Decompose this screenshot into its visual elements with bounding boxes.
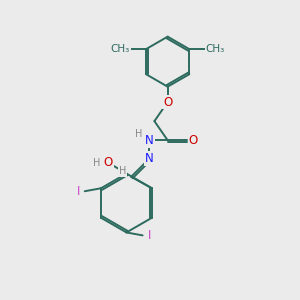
Text: O: O — [163, 95, 172, 109]
Text: I: I — [76, 185, 80, 198]
Text: N: N — [145, 152, 154, 165]
Text: O: O — [189, 134, 198, 147]
Text: H: H — [135, 129, 143, 139]
Text: H: H — [118, 166, 126, 176]
Text: I: I — [147, 229, 151, 242]
Text: H: H — [93, 158, 100, 168]
Text: CH₃: CH₃ — [206, 44, 225, 54]
Text: O: O — [103, 157, 113, 169]
Text: CH₃: CH₃ — [110, 44, 130, 54]
Text: N: N — [145, 134, 154, 147]
